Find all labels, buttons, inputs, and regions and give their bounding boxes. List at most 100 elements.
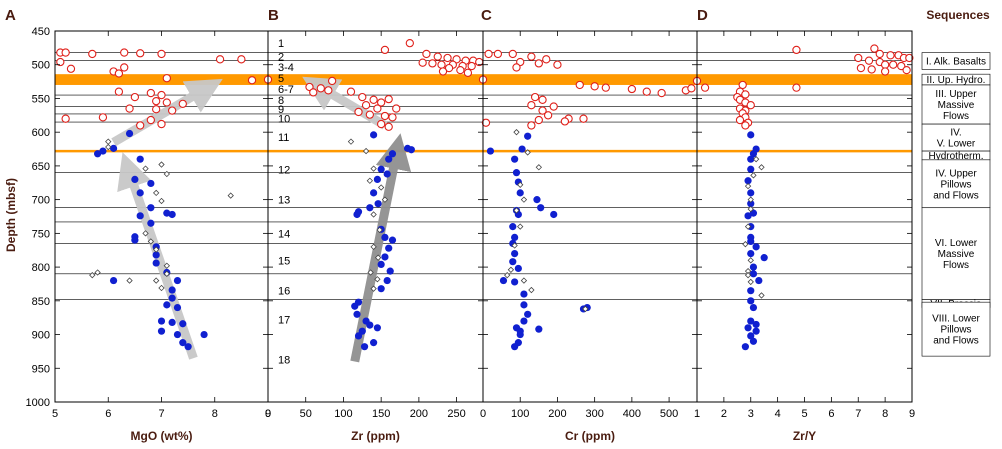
- filled-circle-point-a: [168, 318, 176, 327]
- open-circle-point-d: [792, 83, 801, 92]
- open-circle-point-a: [114, 87, 124, 96]
- y-axis-title: Depth (mbsf): [4, 178, 18, 252]
- filled-circle-point-c: [520, 301, 528, 309]
- depth-tick-label: 800: [32, 262, 50, 274]
- open-circle-point-c: [543, 111, 553, 120]
- panel-letter-b: B: [268, 7, 279, 24]
- open-circle-point-a: [66, 64, 76, 73]
- open-circle-point-d: [864, 56, 874, 65]
- panel-frame-b: [267, 30, 484, 403]
- filled-circle-point-c: [511, 233, 519, 242]
- open-circle-point-b: [309, 88, 318, 97]
- x-tick-label-d: 9: [909, 408, 915, 420]
- sequence-box: [921, 52, 991, 70]
- sequence-box: [921, 159, 991, 209]
- x-tick-label-d: 7: [855, 408, 861, 420]
- open-circle-point-a: [125, 104, 134, 113]
- open-circle-point-c: [642, 87, 651, 96]
- open-circle-point-a: [152, 105, 161, 114]
- diamond-point-c: [524, 149, 531, 156]
- open-circle-point-d: [735, 115, 745, 125]
- open-circle-point-d: [880, 60, 890, 69]
- filled-circle-point-a: [94, 150, 102, 158]
- filled-circle-point-c: [550, 210, 558, 219]
- open-circle-point-d: [880, 67, 890, 76]
- open-circle-point-a: [61, 114, 70, 123]
- open-circle-point-d: [886, 51, 895, 60]
- open-circle-point-c: [481, 118, 491, 127]
- filled-circle-point-a: [147, 204, 155, 212]
- open-circle-point-d: [897, 61, 906, 71]
- x-tick-label-b: 150: [372, 408, 390, 420]
- x-tick-label-d: 4: [775, 408, 781, 420]
- filled-circle-point-d: [749, 303, 758, 312]
- open-circle-point-d: [746, 101, 755, 110]
- sequence-label: V. Lower: [937, 139, 976, 150]
- open-circle-point-b: [392, 104, 401, 113]
- diamond-point-c: [517, 223, 524, 230]
- filled-circle-point-c: [516, 189, 524, 197]
- diamond-point-c: [513, 129, 520, 136]
- filled-circle-point-a: [157, 317, 166, 325]
- filled-circle-point-a: [99, 147, 107, 155]
- x-tick-label-a: 5: [52, 408, 58, 420]
- diamond-point-a: [153, 277, 160, 284]
- x-axis-title-c: Cr (ppm): [565, 429, 615, 443]
- open-circle-point-c: [542, 55, 551, 64]
- filled-circle-point-c: [511, 343, 519, 351]
- open-circle-point-d: [854, 53, 863, 63]
- x-tick-label-b: 200: [410, 408, 428, 420]
- depth-tick-label: 450: [32, 26, 50, 38]
- open-circle-point-c: [601, 83, 610, 92]
- filled-circle-point-d: [749, 270, 758, 278]
- filled-circle-point-b: [351, 302, 359, 310]
- filled-circle-point-b: [366, 321, 374, 329]
- filled-circle-point-d: [747, 189, 755, 197]
- unit-label: 15: [278, 255, 290, 267]
- diamond-point-d: [744, 223, 752, 230]
- open-circle-point-a: [136, 49, 145, 58]
- open-circle-point-d: [741, 121, 750, 130]
- filled-circle-point-d: [747, 237, 755, 246]
- open-circle-point-b: [373, 104, 382, 113]
- open-circle-point-c: [484, 49, 493, 59]
- sequence-label: IV.: [950, 128, 961, 139]
- unit-label: 3-4: [278, 62, 294, 74]
- filled-circle-point-b: [381, 253, 389, 261]
- open-circle-point-b: [405, 38, 414, 48]
- diamond-point-b: [374, 276, 381, 283]
- open-circle-point-a: [152, 97, 161, 106]
- open-circle-point-a: [88, 49, 97, 59]
- x-tick-label-d: 3: [748, 408, 754, 420]
- diamond-point-a: [89, 272, 96, 279]
- diamond-point-a: [153, 189, 160, 197]
- filled-circle-point-a: [173, 276, 182, 285]
- filled-circle-point-c: [516, 330, 524, 339]
- filled-circle-point-c: [509, 223, 517, 231]
- open-circle-point-b: [369, 95, 378, 104]
- sequence-label: and Flows: [933, 190, 979, 201]
- diamond-point-b: [376, 226, 383, 234]
- filled-circle-point-d: [747, 155, 755, 163]
- open-circle-point-c: [508, 49, 517, 59]
- sequence-label: VIII. Lower: [932, 314, 980, 325]
- filled-circle-point-c: [518, 145, 526, 153]
- open-circle-point-c: [575, 80, 584, 90]
- filled-circle-point-a: [163, 301, 171, 309]
- diamond-point-b: [381, 196, 389, 203]
- filled-circle-point-c: [514, 264, 522, 273]
- sequence-label: Flows: [943, 260, 969, 271]
- open-circle-point-c: [549, 102, 558, 111]
- filled-circle-point-d: [752, 145, 760, 153]
- x-tick-label-c: 200: [548, 408, 566, 420]
- filled-circle-point-a: [152, 259, 160, 267]
- filled-circle-point-b: [381, 233, 389, 242]
- diamond-point-c: [517, 181, 524, 188]
- diamond-point-d: [744, 272, 752, 279]
- open-circle-point-b: [384, 94, 393, 104]
- open-circle-point-b: [433, 52, 442, 61]
- diamond-point-c: [582, 305, 589, 313]
- open-circle-point-d: [875, 49, 884, 59]
- panel-frame-a: [54, 30, 269, 403]
- filled-circle-point-b: [377, 285, 385, 293]
